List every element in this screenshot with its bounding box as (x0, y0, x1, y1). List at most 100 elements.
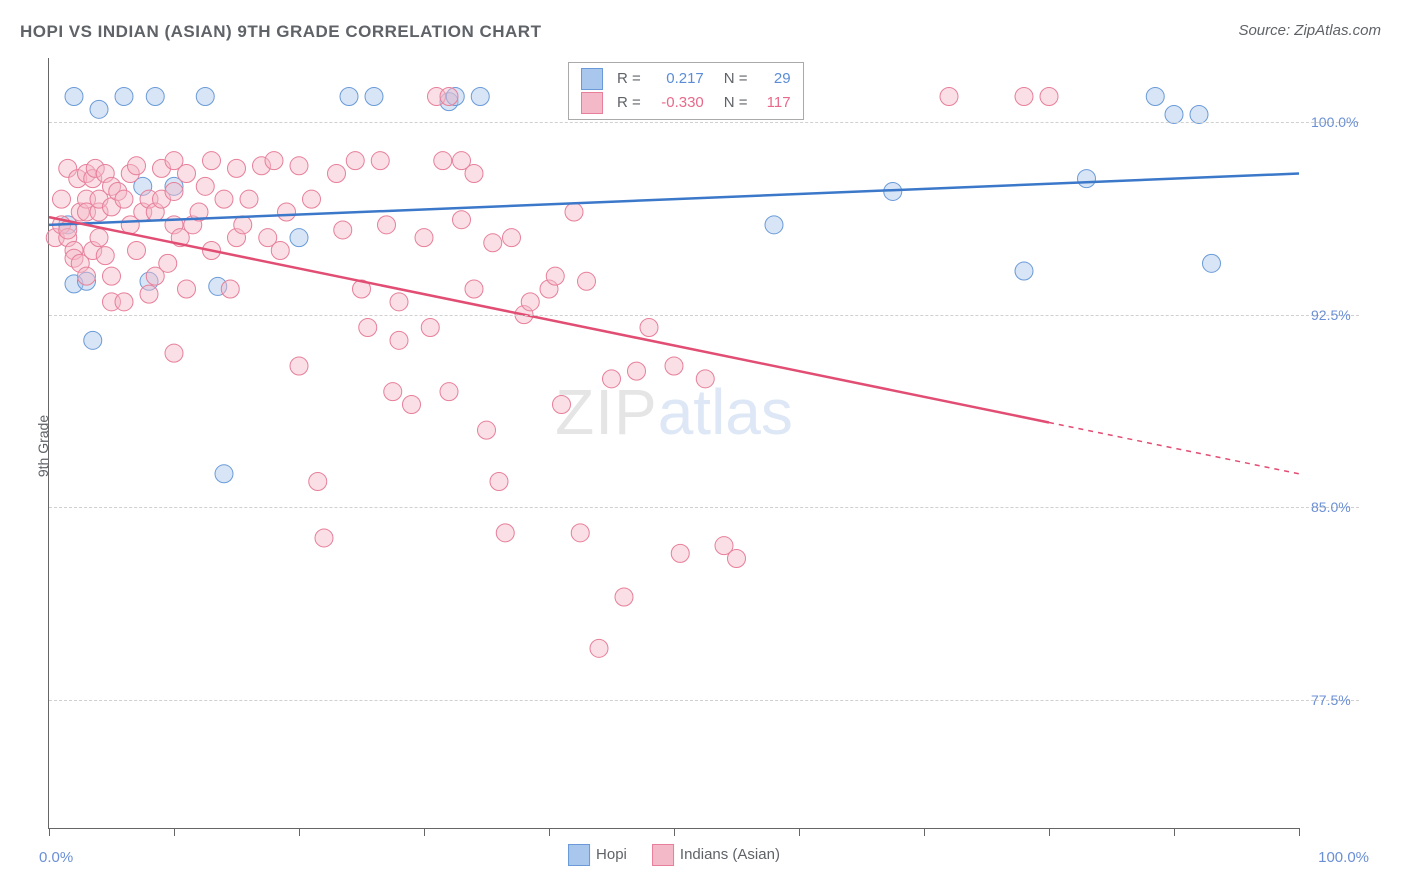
indians-point (78, 267, 96, 285)
indians-point (671, 544, 689, 562)
hopi-point (1146, 88, 1164, 106)
indians-point (115, 293, 133, 311)
hopi-trendline (49, 174, 1299, 225)
indians-point (440, 383, 458, 401)
indians-point (334, 221, 352, 239)
hopi-point (146, 88, 164, 106)
indians-point (290, 357, 308, 375)
y-tick-label: 92.5% (1311, 307, 1371, 323)
y-tick-label: 100.0% (1311, 114, 1371, 130)
chart-container: HOPI VS INDIAN (ASIAN) 9TH GRADE CORRELA… (0, 0, 1406, 892)
legend-stat-row: R =-0.330N =117 (581, 91, 791, 115)
indians-point (165, 182, 183, 200)
indians-point (490, 473, 508, 491)
indians-point (240, 190, 258, 208)
x-tick (1174, 828, 1175, 836)
indians-point (346, 152, 364, 170)
indians-point (128, 157, 146, 175)
x-min-label: 0.0% (39, 849, 73, 866)
stats-legend: R =0.217N =29R =-0.330N =117 (568, 62, 804, 120)
indians-point (103, 267, 121, 285)
indians-point (390, 331, 408, 349)
legend-item-indians: Indians (Asian) (652, 844, 780, 866)
indians-point (303, 190, 321, 208)
indians-point (371, 152, 389, 170)
indians-point (315, 529, 333, 547)
indians-point (159, 254, 177, 272)
hopi-point (290, 229, 308, 247)
hopi-point (196, 88, 214, 106)
x-tick (424, 828, 425, 836)
indians-point (271, 242, 289, 260)
indians-point (553, 396, 571, 414)
x-tick (549, 828, 550, 836)
x-tick (49, 828, 50, 836)
gridline (49, 122, 1359, 123)
indians-point (215, 190, 233, 208)
indians-point (590, 639, 608, 657)
legend-stat-row: R =0.217N =29 (581, 67, 791, 91)
indians-point (603, 370, 621, 388)
indians-point (403, 396, 421, 414)
y-tick-label: 77.5% (1311, 692, 1371, 708)
x-tick (1049, 828, 1050, 836)
x-tick (299, 828, 300, 836)
indians-point (571, 524, 589, 542)
hopi-point (115, 88, 133, 106)
indians-point (440, 88, 458, 106)
hopi-point (1078, 170, 1096, 188)
indians-point (378, 216, 396, 234)
x-tick (174, 828, 175, 836)
indians-point (128, 242, 146, 260)
gridline (49, 700, 1359, 701)
indians-point (96, 247, 114, 265)
hopi-point (1165, 105, 1183, 123)
hopi-point (340, 88, 358, 106)
indians-point (178, 280, 196, 298)
hopi-point (765, 216, 783, 234)
indians-point (415, 229, 433, 247)
indians-point (628, 362, 646, 380)
indians-point (434, 152, 452, 170)
series-legend: Hopi Indians (Asian) (568, 844, 780, 866)
legend-swatch (652, 844, 674, 866)
indians-point (165, 344, 183, 362)
indians-point (465, 280, 483, 298)
indians-point (421, 319, 439, 337)
hopi-point (90, 100, 108, 118)
indians-point (478, 421, 496, 439)
indians-point (1040, 88, 1058, 106)
indians-point (465, 165, 483, 183)
hopi-point (84, 331, 102, 349)
indians-point (53, 190, 71, 208)
indians-point (484, 234, 502, 252)
indians-point (1015, 88, 1033, 106)
x-tick (799, 828, 800, 836)
indians-point (265, 152, 283, 170)
indians-point (196, 177, 214, 195)
hopi-point (65, 88, 83, 106)
indians-point (90, 229, 108, 247)
indians-point (565, 203, 583, 221)
indians-point (615, 588, 633, 606)
indians-point (496, 524, 514, 542)
hopi-point (1015, 262, 1033, 280)
hopi-point (365, 88, 383, 106)
indians-trendline (49, 217, 1049, 422)
legend-item-hopi: Hopi (568, 844, 627, 866)
indians-point (278, 203, 296, 221)
hopi-point (471, 88, 489, 106)
y-tick-label: 85.0% (1311, 499, 1371, 515)
hopi-point (1190, 105, 1208, 123)
chart-source: Source: ZipAtlas.com (1238, 22, 1381, 39)
indians-point (359, 319, 377, 337)
legend-swatch (581, 92, 603, 114)
indians-point (640, 319, 658, 337)
indians-trendline-extrapolated (1049, 422, 1299, 473)
indians-point (203, 152, 221, 170)
indians-point (221, 280, 239, 298)
hopi-point (1203, 254, 1221, 272)
indians-point (546, 267, 564, 285)
hopi-point (215, 465, 233, 483)
indians-point (178, 165, 196, 183)
